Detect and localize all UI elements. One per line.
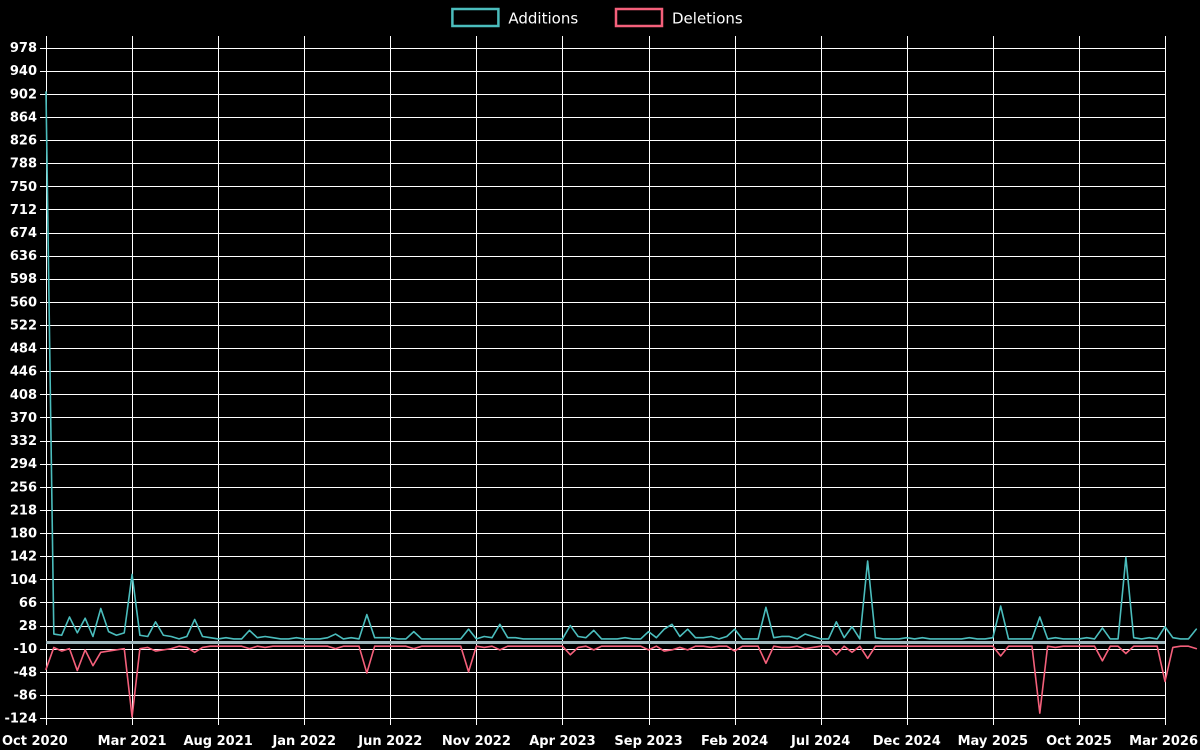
y-tick-label: 826 [10,134,37,149]
x-tick-label: Aug 2021 [183,734,252,749]
y-tick-label: 446 [10,365,37,380]
x-tick-label: Oct 2025 [1046,734,1112,749]
series-line-deletions [45,645,1198,718]
y-tick-label: 142 [10,550,37,565]
x-tick-label: Jul 2024 [790,734,850,749]
series-line-additions [45,91,1198,640]
y-tick-label: 66 [19,596,37,611]
y-tick-label: 750 [10,180,37,195]
y-tick-label: 484 [10,342,37,357]
y-tick-label: 902 [10,87,37,102]
y-tick-label: 408 [10,388,37,403]
y-tick-label: 180 [10,527,37,542]
x-axis-tick-labels: Oct 2020 Mar 2021 Aug 2021 Jan 2022 Jun 2022… [2,734,1198,749]
x-tick-label: May 2025 [958,734,1029,749]
y-tick-label: 978 [10,41,37,56]
chart-legend[interactable]: Additions Deletions [451,7,743,28]
y-tick-label: 712 [10,203,37,218]
y-tick-label: 256 [10,480,37,495]
x-tick-label: Jan 2022 [271,734,336,749]
y-tick-label: 28 [19,619,37,634]
y-axis-tick-labels: 978 940 902 864 826 788 750 712 674 636 598 560 522 4… [4,41,37,726]
y-tick-label: 104 [10,573,37,588]
y-tick-label: 522 [10,318,37,333]
legend-swatch-deletions [614,7,664,28]
legend-item-deletions[interactable]: Deletions [614,7,743,28]
legend-item-additions[interactable]: Additions [451,7,578,28]
x-tick-label: Jun 2022 [357,734,422,749]
y-tick-label: -86 [14,688,38,703]
y-tick-label: 332 [10,434,37,449]
y-tick-label: 674 [10,226,37,241]
y-tick-label: -124 [4,712,37,727]
x-tick-label: Dec 2024 [873,734,941,749]
y-tick-label: -10 [14,642,38,657]
y-tick-label: 864 [10,110,37,125]
grid-layer [40,36,1166,725]
y-tick-label: 218 [10,503,37,518]
legend-label: Deletions [672,10,743,28]
series-layer [45,91,1198,718]
legend-label: Additions [508,10,578,28]
x-tick-label: Oct 2020 [2,734,68,749]
x-tick-label: Feb 2024 [701,734,768,749]
x-tick-label: Mar 2021 [98,734,167,749]
x-tick-label: Nov 2022 [442,734,511,749]
x-tick-label: Apr 2023 [529,734,596,749]
y-tick-label: 788 [10,157,37,172]
y-tick-label: 370 [10,411,37,426]
y-tick-label: 940 [10,64,37,79]
y-tick-label: 636 [10,249,37,264]
x-tick-label: Sep 2023 [614,734,682,749]
y-tick-label: 598 [10,272,37,287]
y-tick-label: 560 [10,295,37,310]
legend-swatch-additions [451,7,500,28]
x-tick-label: Mar 2026 [1129,734,1198,749]
y-tick-label: 294 [10,457,37,472]
y-tick-label: -48 [14,665,38,680]
